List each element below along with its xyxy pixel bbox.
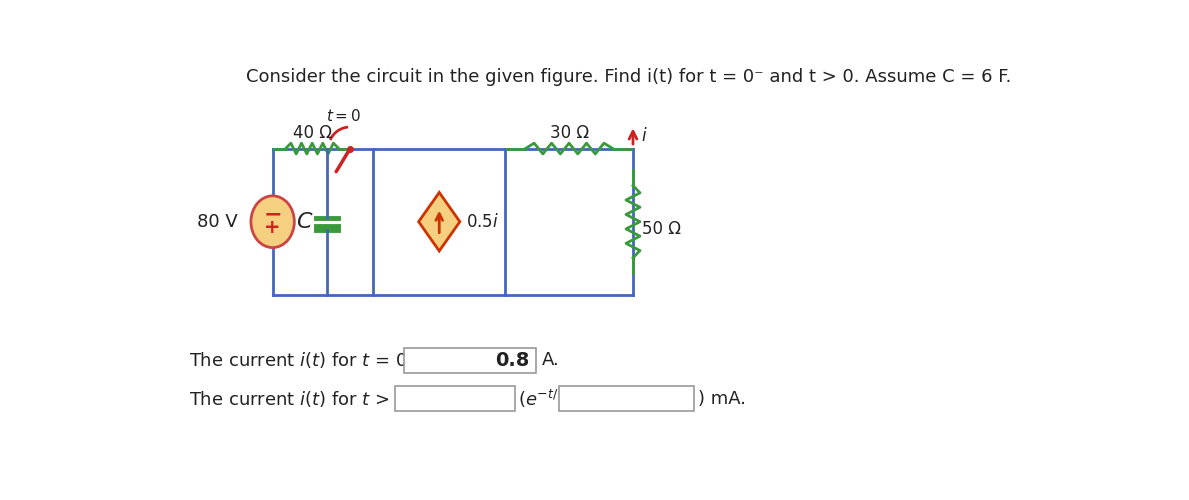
Text: 80 V: 80 V: [197, 212, 238, 230]
Text: The current $i(t)$ for $t$ > 0 is: The current $i(t)$ for $t$ > 0 is: [189, 389, 428, 409]
Text: A.: A.: [542, 352, 560, 370]
Text: 30 Ω: 30 Ω: [549, 124, 589, 142]
FancyBboxPatch shape: [395, 386, 515, 411]
Polygon shape: [419, 192, 460, 251]
Text: 50 Ω: 50 Ω: [642, 220, 681, 238]
Text: $0.5i$: $0.5i$: [466, 212, 499, 230]
Text: ) mA.: ) mA.: [698, 390, 747, 408]
Text: $i$: $i$: [641, 127, 647, 145]
Ellipse shape: [251, 196, 295, 248]
Text: −: −: [263, 204, 282, 224]
Text: $t=0$: $t=0$: [326, 108, 361, 124]
Text: $(e^{-t/}$: $(e^{-t/}$: [518, 388, 559, 410]
Text: The current $i(t)$ for $t$ = 0⁻ is: The current $i(t)$ for $t$ = 0⁻ is: [189, 350, 438, 370]
Text: Consider the circuit in the given figure. Find i(t) for t = 0⁻ and t > 0. Assume: Consider the circuit in the given figure…: [246, 68, 1012, 86]
FancyBboxPatch shape: [559, 386, 694, 411]
Text: 0.8: 0.8: [496, 351, 530, 370]
Text: +: +: [264, 218, 281, 236]
Text: $C$: $C$: [296, 212, 314, 232]
FancyBboxPatch shape: [404, 348, 536, 372]
Text: 40 Ω: 40 Ω: [292, 124, 332, 142]
